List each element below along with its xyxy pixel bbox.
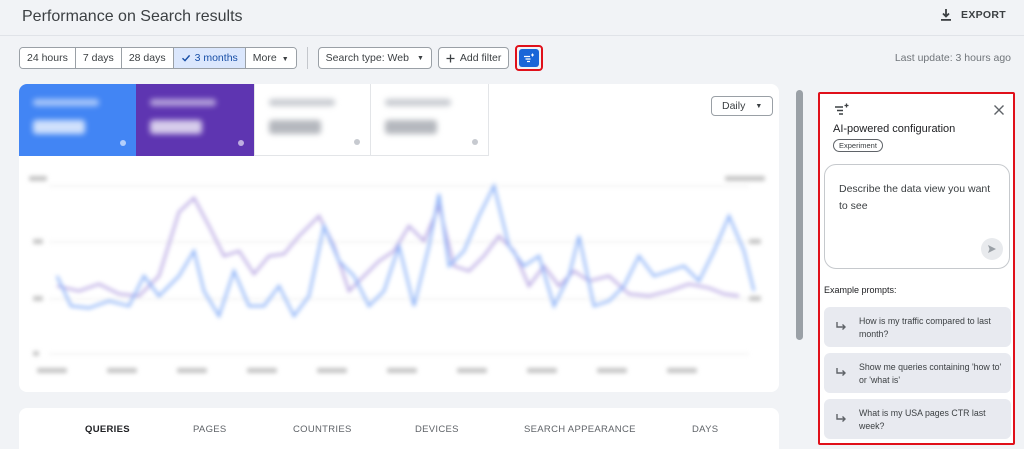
granularity-label: Daily	[722, 100, 746, 112]
impressions-series-line	[56, 196, 740, 298]
range-28-days[interactable]: 28 days	[121, 48, 174, 68]
metric-card-clicks[interactable]	[19, 84, 136, 156]
add-filter-button[interactable]: Add filter	[437, 47, 510, 69]
metric-label	[269, 99, 335, 106]
tab-countries[interactable]: COUNTRIES	[293, 424, 352, 435]
plus-icon	[446, 54, 455, 62]
ai-prompt-placeholder: Describe the data view you want to see	[839, 183, 991, 212]
send-button[interactable]	[981, 238, 1003, 260]
export-label: EXPORT	[961, 9, 1006, 21]
metric-value	[33, 120, 85, 134]
range-3-months[interactable]: 3 months	[173, 48, 246, 68]
caret-down-icon: ▼	[755, 102, 763, 110]
example-prompt-1[interactable]: How is my traffic compared to last month…	[824, 307, 1011, 347]
range-7-days[interactable]: 7 days	[75, 48, 122, 68]
add-filter-label: Add filter	[459, 52, 502, 64]
metric-label	[385, 99, 451, 106]
page-title: Performance on Search results	[22, 8, 243, 25]
main-scrollbar[interactable]	[796, 90, 803, 340]
metric-value	[150, 120, 202, 134]
sparkle-filter-icon	[524, 53, 535, 62]
page-header: Performance on Search results EXPORT	[0, 0, 1024, 36]
example-prompts-label: Example prompts:	[824, 285, 897, 295]
filter-toolbar: 24 hours 7 days 28 days 3 months More ▼ S…	[19, 45, 544, 71]
granularity-dropdown[interactable]: Daily ▼	[711, 96, 774, 116]
ai-config-highlight	[515, 45, 544, 71]
ai-panel-title: AI-powered configuration	[833, 123, 956, 135]
export-button[interactable]: EXPORT	[939, 8, 1006, 22]
range-more-label: More	[252, 52, 277, 64]
metric-card-impressions[interactable]	[136, 84, 254, 156]
example-prompt-2[interactable]: Show me queries containing 'how to' or '…	[824, 353, 1011, 393]
metric-label	[33, 99, 99, 106]
range-24-hours[interactable]: 24 hours	[20, 48, 76, 68]
check-icon	[181, 54, 190, 62]
date-range-selector: 24 hours 7 days 28 days 3 months More ▼	[19, 47, 297, 69]
example-prompt-text: How is my traffic compared to last month…	[859, 316, 991, 339]
example-prompt-text: What is my USA pages CTR last week?	[859, 408, 986, 431]
metric-card-ctr[interactable]	[254, 84, 371, 156]
tab-pages[interactable]: PAGES	[193, 424, 227, 435]
download-icon	[941, 9, 952, 21]
reply-arrow-icon	[836, 322, 846, 330]
performance-chart-card: Daily ▼	[19, 84, 779, 392]
info-icon	[120, 140, 126, 146]
example-prompt-3[interactable]: What is my USA pages CTR last week?	[824, 399, 1011, 439]
chart-gridlines	[49, 185, 749, 355]
ai-prompt-input[interactable]: Describe the data view you want to see	[824, 164, 1010, 269]
toolbar-divider	[306, 47, 308, 69]
metric-value	[269, 120, 321, 134]
metric-label	[150, 99, 216, 106]
tab-days[interactable]: DAYS	[692, 424, 719, 435]
close-icon[interactable]	[992, 103, 1006, 117]
info-icon	[472, 139, 478, 145]
search-type-dropdown[interactable]: Search type: Web ▼	[317, 47, 432, 69]
tab-devices[interactable]: DEVICES	[415, 424, 459, 435]
caret-down-icon: ▼	[281, 56, 289, 63]
clicks-series-line	[55, 182, 756, 319]
info-icon	[354, 139, 360, 145]
experiment-badge: Experiment	[833, 139, 883, 152]
info-icon	[238, 140, 244, 146]
reply-arrow-icon	[836, 368, 846, 376]
reply-arrow-icon	[836, 414, 846, 422]
ai-config-button[interactable]	[519, 49, 540, 67]
send-icon	[988, 245, 996, 253]
dimension-tabs: QUERIES PAGES COUNTRIES DEVICES SEARCH A…	[19, 408, 779, 449]
sparkle-filter-icon	[835, 103, 849, 115]
range-more-dropdown[interactable]: More ▼	[245, 48, 296, 68]
ai-config-panel: AI-powered configuration Experiment Desc…	[818, 92, 1015, 445]
performance-line-chart	[29, 176, 765, 373]
axis-ticks	[29, 176, 765, 373]
metric-value	[385, 120, 437, 134]
metric-card-position[interactable]	[371, 84, 489, 156]
caret-down-icon: ▼	[416, 54, 424, 62]
search-type-label: Search type: Web	[325, 52, 409, 64]
tab-queries[interactable]: QUERIES	[85, 424, 130, 435]
tab-search-appearance[interactable]: SEARCH APPEARANCE	[524, 424, 636, 435]
range-3-months-label: 3 months	[194, 52, 238, 64]
last-update-text: Last update: 3 hours ago	[894, 52, 1011, 64]
example-prompt-text: Show me queries containing 'how to' or '…	[859, 362, 1002, 385]
